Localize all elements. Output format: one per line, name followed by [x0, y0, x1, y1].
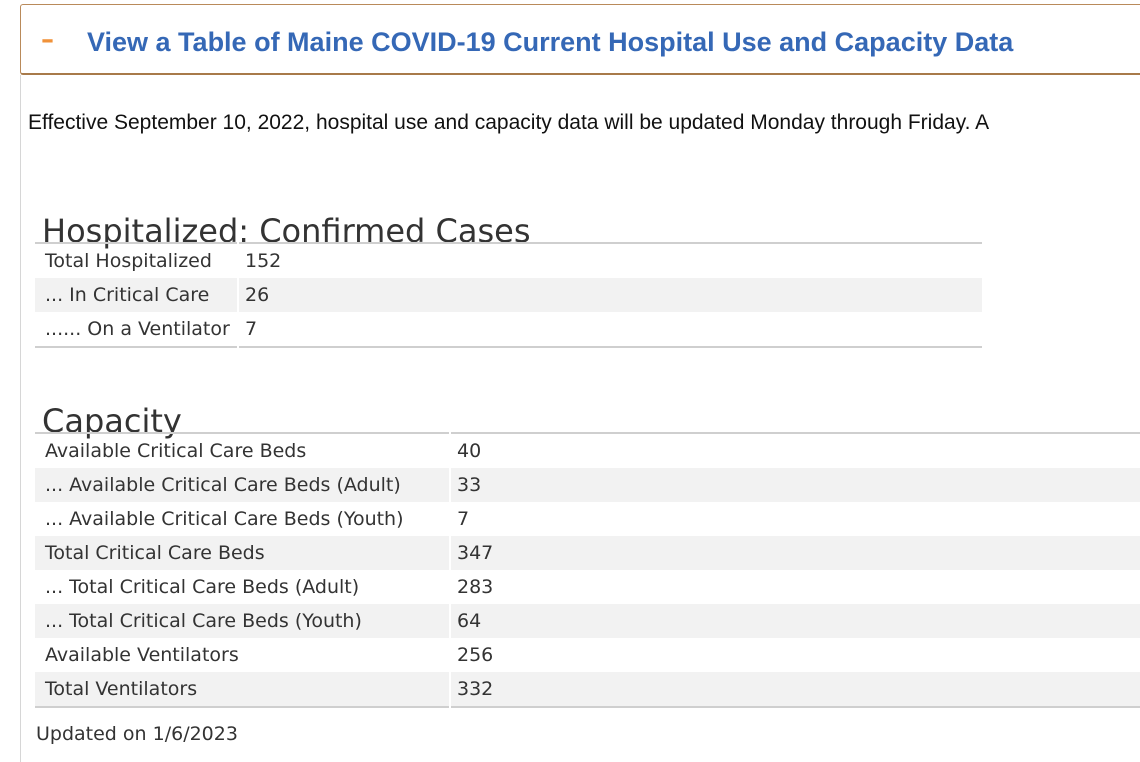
- accordion-content-panel: [20, 75, 1140, 762]
- table-row: Total Critical Care Beds 347: [35, 536, 1140, 570]
- updated-date: Updated on 1/6/2023: [36, 723, 238, 745]
- accordion-header[interactable]: – View a Table of Maine COVID-19 Current…: [20, 4, 1140, 75]
- row-value: 283: [457, 576, 494, 598]
- row-label: ... Available Critical Care Beds (Youth): [35, 502, 451, 536]
- row-value: 26: [238, 278, 982, 312]
- row-label: ... Available Critical Care Beds (Adult): [35, 468, 451, 502]
- table-row: ... Total Critical Care Beds (Youth) 64: [35, 604, 1140, 638]
- row-label: Total Ventilators: [35, 672, 451, 707]
- row-value: 64: [450, 604, 1140, 638]
- row-label: ... In Critical Care: [35, 278, 239, 312]
- collapse-minus-icon[interactable]: –: [41, 25, 54, 55]
- row-value: 256: [457, 644, 494, 666]
- table-row: ...... On a Ventilator 7: [35, 312, 982, 347]
- row-value: 40: [457, 440, 482, 462]
- row-value: 33: [450, 468, 1140, 502]
- row-label: Available Critical Care Beds: [35, 433, 451, 468]
- table-row: ... Total Critical Care Beds (Adult) 283: [35, 570, 1140, 604]
- hospitalized-table: Total Hospitalized 152 ... In Critical C…: [35, 242, 982, 348]
- row-value: 7: [245, 318, 258, 340]
- row-label: Total Hospitalized: [35, 243, 239, 278]
- update-notice: Effective September 10, 2022, hospital u…: [28, 111, 990, 134]
- row-value: 347: [450, 536, 1140, 570]
- row-value: 152: [245, 250, 282, 272]
- row-label: ...... On a Ventilator: [35, 312, 239, 347]
- table-row: ... In Critical Care 26: [35, 278, 982, 312]
- accordion-title[interactable]: View a Table of Maine COVID-19 Current H…: [87, 27, 1014, 57]
- row-label: ... Total Critical Care Beds (Youth): [35, 604, 451, 638]
- capacity-table: Available Critical Care Beds 40 ... Avai…: [35, 432, 1140, 708]
- table-row: Total Ventilators 332: [35, 672, 1140, 707]
- table-row: Available Ventilators 256: [35, 638, 1140, 672]
- table-row: Available Critical Care Beds 40: [35, 433, 1140, 468]
- table-row: ... Available Critical Care Beds (Adult)…: [35, 468, 1140, 502]
- row-value: 7: [457, 508, 470, 530]
- table-row: Total Hospitalized 152: [35, 243, 982, 278]
- row-value: 332: [450, 672, 1140, 707]
- row-label: ... Total Critical Care Beds (Adult): [35, 570, 451, 604]
- row-label: Available Ventilators: [35, 638, 451, 672]
- row-label: Total Critical Care Beds: [35, 536, 451, 570]
- table-row: ... Available Critical Care Beds (Youth)…: [35, 502, 1140, 536]
